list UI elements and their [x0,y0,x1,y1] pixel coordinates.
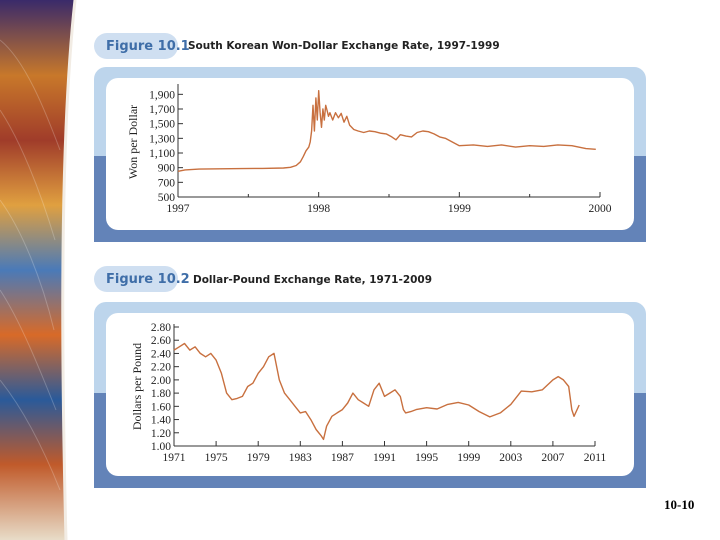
x-tick-label: 2000 [589,203,612,215]
x-tick-label: 2007 [541,452,564,464]
x-tick-label: 2003 [499,452,522,464]
figure-label: Figure 10.1 [106,39,190,54]
x-tick-label: 1979 [247,452,270,464]
y-tick-label: 1.40 [151,415,171,427]
figure-2: Figure 10.2 Dollar-Pound Exchange Rate, 1… [94,266,646,488]
y-tick-label: 500 [158,192,176,204]
plot-area [106,313,634,476]
y-tick-label: 1,300 [149,133,175,145]
x-tick-label: 1991 [373,452,396,464]
x-tick-label: 1983 [289,452,312,464]
y-tick-label: 2.60 [151,335,171,347]
x-tick-label: 1995 [415,452,438,464]
y-tick-label: 1,100 [149,148,175,160]
x-tick-label: 1975 [205,452,228,464]
chart-title: South Korean Won-Dollar Exchange Rate, 1… [188,40,500,52]
y-tick-label: 2.20 [151,362,171,374]
x-tick-label: 1997 [167,203,190,215]
y-tick-label: 1.00 [151,441,171,453]
x-tick-label: 1999 [448,203,471,215]
y-axis-title: Won per Dollar [126,105,140,179]
y-tick-label: 1,500 [149,119,175,131]
series-line [177,89,596,172]
y-tick-label: 1.20 [151,428,171,440]
y-tick-label: 2.40 [151,348,171,360]
y-tick-label: 700 [158,177,176,189]
y-tick-label: 900 [158,163,176,175]
series-line [173,342,580,441]
plot-area [106,78,634,230]
y-tick-label: 2.00 [151,375,171,387]
y-tick-label: 1.80 [151,388,171,400]
figure-label: Figure 10.2 [106,272,190,287]
y-tick-label: 1,700 [149,104,175,116]
slide-number: 10-10 [664,497,695,512]
y-axis-title: Dollars per Pound [130,343,144,430]
figure-label-pill [94,266,178,292]
feather-decoration [0,0,77,540]
y-tick-label: 1.60 [151,401,171,413]
x-tick-label: 2011 [584,452,607,464]
chart-title: Dollar-Pound Exchange Rate, 1971-2009 [193,274,432,286]
x-tick-label: 1987 [331,452,354,464]
x-tick-label: 1971 [163,452,186,464]
y-tick-label: 2.80 [151,322,171,334]
figure-label-pill [94,33,178,59]
x-tick-label: 1998 [307,203,330,215]
y-tick-label: 1,900 [149,89,175,101]
x-tick-label: 1999 [457,452,480,464]
